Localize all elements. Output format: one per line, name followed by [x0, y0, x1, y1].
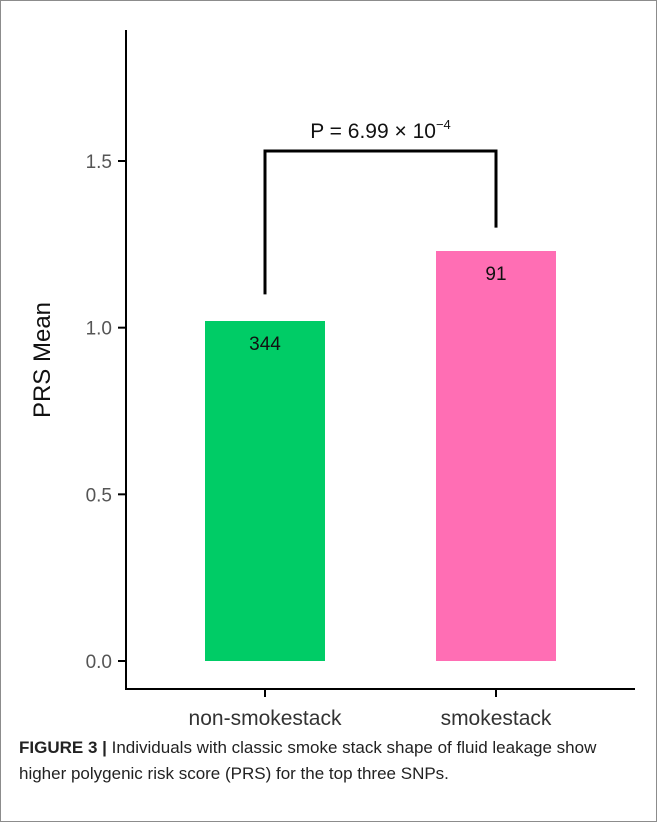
x-axis: non-smokestack smokestack: [125, 688, 635, 730]
y-axis-title: PRS Mean: [29, 302, 56, 418]
significance-bracket: [263, 149, 498, 295]
figure-label: FIGURE 3 |: [19, 738, 107, 757]
x-tick-label: smokestack: [441, 707, 552, 730]
p-value-prefix: P = 6.99 × 10: [310, 120, 436, 143]
x-tick-label: non-smokestack: [189, 707, 342, 730]
bars: 344 91: [205, 251, 556, 661]
bar-chart: 0.0 0.5 1.0 1.5 non-smokestack smokestack 34…: [29, 30, 635, 730]
y-tick-label: 1.5: [86, 152, 112, 173]
y-axis: 0.0 0.5 1.0 1.5: [86, 30, 127, 689]
caption-text: Individuals with classic smoke stack sha…: [19, 738, 597, 783]
bar-count-label: 91: [485, 264, 506, 285]
y-tick-label: 1.0: [86, 319, 112, 340]
y-tick-label: 0.0: [86, 652, 112, 673]
figure-caption: FIGURE 3 | Individuals with classic smok…: [19, 735, 639, 787]
bar-non-smokestack: [205, 321, 325, 661]
bar-count-label: 344: [249, 334, 281, 355]
significance-annotation: P = 6.99 × 10−4: [263, 117, 498, 295]
y-tick-label: 0.5: [86, 485, 112, 506]
p-value-label: P = 6.99 × 10−4: [310, 117, 451, 143]
p-value-exponent: −4: [436, 117, 451, 132]
bar-smokestack: [436, 251, 556, 661]
